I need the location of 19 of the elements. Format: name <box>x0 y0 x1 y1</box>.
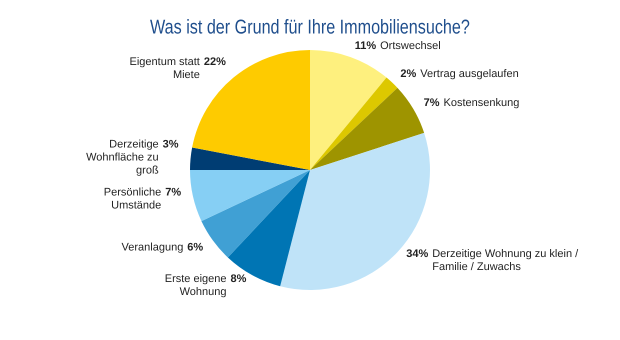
data-label: 2% <box>400 68 416 80</box>
slice-label: Kostensenkung <box>444 96 520 109</box>
data-label: 6% <box>187 242 204 254</box>
slice-label: Derzeitige Wohnung zu klein / Familie / Zuwachs <box>432 248 580 273</box>
data-label: 8% <box>230 273 247 286</box>
slice-label: Derzeitige Wohnfläche zu groß <box>86 138 159 177</box>
slice-label: Persönliche Umstände <box>104 186 162 212</box>
chart-title: Was ist der Grund für Ihre Immobiliensuche? <box>150 16 470 38</box>
data-label: 22% <box>204 56 226 68</box>
data-label: 3% <box>162 138 179 151</box>
slice-label: Erste eigene Wohnung <box>164 273 227 298</box>
data-label: 11% <box>354 40 376 52</box>
data-label: 7% <box>165 186 182 198</box>
data-label: 7% <box>424 96 440 109</box>
slice-label: Eigentum statt Miete <box>130 56 200 81</box>
slice-label: Veranlagung <box>122 242 184 254</box>
slice-label: Vertrag ausgelaufen <box>420 68 519 80</box>
data-label: 34% <box>406 248 428 260</box>
slice-label: Ortswechsel <box>380 40 441 52</box>
